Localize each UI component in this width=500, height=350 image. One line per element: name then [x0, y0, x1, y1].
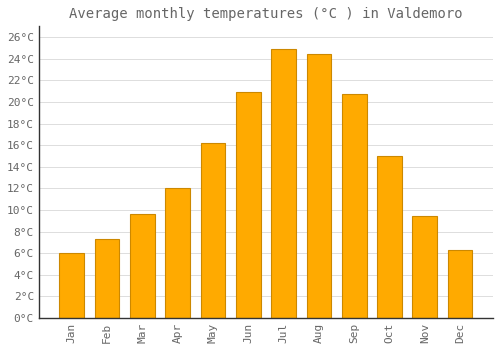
Bar — [130, 214, 155, 318]
Bar — [94, 239, 120, 318]
Bar — [166, 188, 190, 318]
Bar — [306, 54, 331, 318]
Bar — [412, 216, 437, 318]
Bar — [236, 92, 260, 318]
Bar — [200, 143, 226, 318]
Bar — [342, 94, 366, 318]
Title: Average monthly temperatures (°C ) in Valdemoro: Average monthly temperatures (°C ) in Va… — [69, 7, 462, 21]
Bar — [377, 156, 402, 318]
Bar — [60, 253, 84, 318]
Bar — [448, 250, 472, 318]
Bar — [271, 49, 296, 318]
